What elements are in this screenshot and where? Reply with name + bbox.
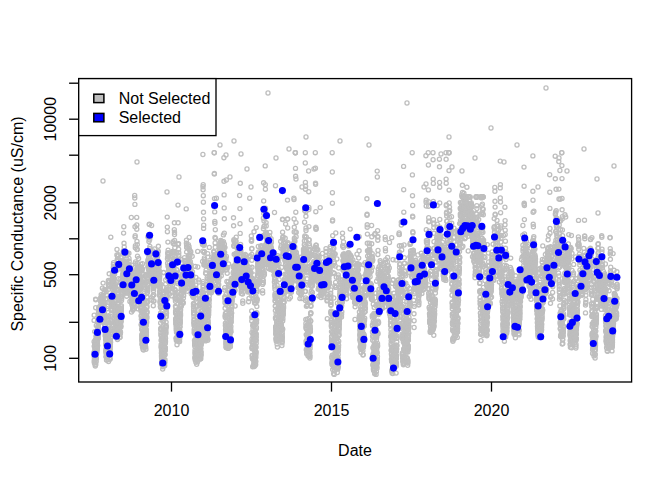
svg-text:10000: 10000 — [42, 97, 59, 142]
svg-text:500: 500 — [42, 261, 59, 288]
svg-text:2000: 2000 — [42, 185, 59, 221]
svg-text:100: 100 — [42, 345, 59, 372]
svg-text:2020: 2020 — [474, 402, 510, 419]
svg-text:Not Selected: Not Selected — [119, 90, 211, 107]
svg-text:2010: 2010 — [154, 402, 190, 419]
svg-text:Date: Date — [338, 442, 372, 459]
svg-text:Selected: Selected — [119, 109, 181, 126]
svg-text:2015: 2015 — [314, 402, 350, 419]
svg-text:Specific Conductance (uS/cm): Specific Conductance (uS/cm) — [9, 116, 26, 331]
